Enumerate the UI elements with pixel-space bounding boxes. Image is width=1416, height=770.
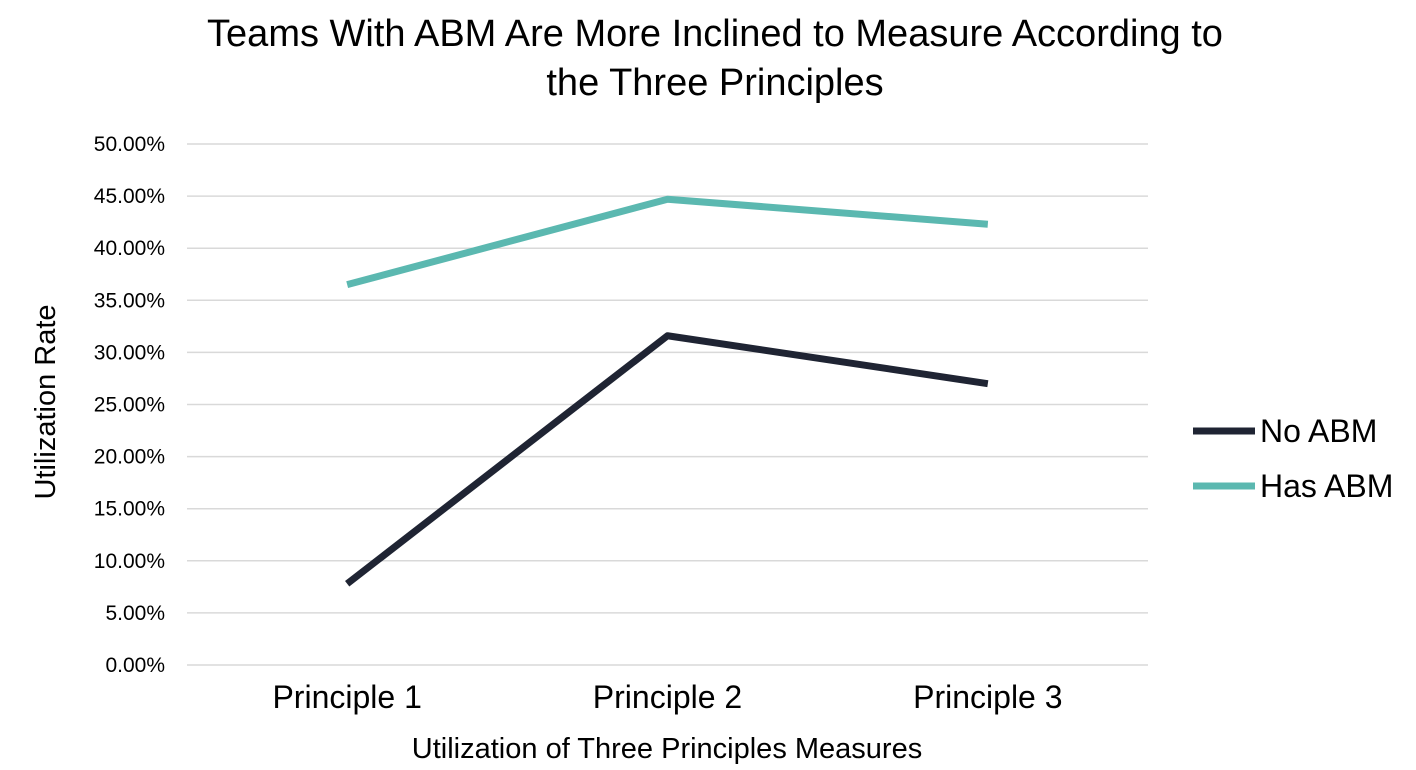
x-category-label: Principle 3 [913,679,1062,715]
y-tick-label: 25.00% [94,394,165,417]
series-line-1 [346,195,989,289]
y-tick-label: 50.00% [94,133,165,156]
y-tick-label: 5.00% [105,602,165,625]
gridlines [187,143,1148,666]
y-tick-label: 45.00% [94,185,165,208]
y-tick-label: 35.00% [94,289,165,312]
x-category-label: Principle 1 [272,679,421,715]
y-tick-label: 20.00% [94,446,165,469]
x-category-label: Principle 2 [593,679,742,715]
x-axis-title: Utilization of Three Principles Measures [412,733,922,765]
y-tick-label: 30.00% [94,341,165,364]
x-axis-categories: Principle 1 Principle 2 Principle 3 [272,679,1062,715]
series-lines [345,195,989,587]
y-tick-label: 0.00% [105,654,165,677]
chart-title-line-2: the Three Principles [546,62,883,104]
legend-label: Has ABM [1260,468,1393,504]
legend-label: No ABM [1260,413,1377,449]
y-tick-label: 40.00% [94,237,165,260]
y-tick-label: 10.00% [94,550,165,573]
chart-title-line-1: Teams With ABM Are More Inclined to Meas… [207,13,1223,55]
legend: No ABM Has ABM [1193,413,1393,504]
y-tick-label: 15.00% [94,498,165,521]
series-line-0 [345,332,989,587]
y-axis-ticks: 0.00% 5.00% 10.00% 15.00% 20.00% 25.00% 30.00%… [94,133,165,677]
y-axis-title: Utilization Rate [30,304,62,499]
